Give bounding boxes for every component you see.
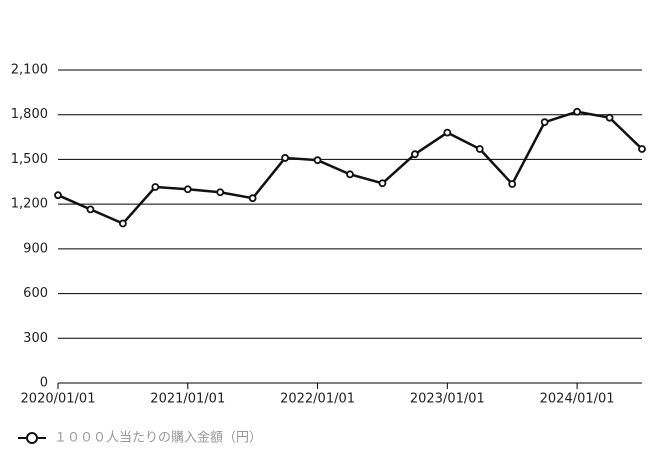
y-tick-label: 2,100 bbox=[11, 63, 48, 78]
data-point bbox=[378, 179, 387, 188]
legend-label: １０００人当たりの購入金額（円） bbox=[54, 430, 262, 446]
x-tick-label: 2024/01/01 bbox=[540, 392, 615, 407]
data-point bbox=[248, 194, 257, 203]
data-point bbox=[86, 205, 95, 214]
data-point bbox=[54, 191, 62, 200]
x-tick-label: 2021/01/01 bbox=[150, 392, 225, 407]
data-point bbox=[216, 188, 225, 197]
y-tick-label: 1,800 bbox=[11, 107, 48, 122]
data-point bbox=[540, 118, 549, 127]
data-point bbox=[475, 145, 484, 153]
data-point bbox=[443, 128, 452, 137]
data-point bbox=[346, 170, 354, 179]
y-tick-label: 0 bbox=[40, 376, 48, 391]
data-point bbox=[281, 154, 290, 162]
data-point bbox=[508, 180, 517, 188]
y-tick-label: 300 bbox=[23, 331, 48, 346]
series-line bbox=[57, 110, 643, 225]
x-tick-label: 2020/01/01 bbox=[21, 392, 96, 407]
data-point bbox=[118, 219, 127, 228]
x-tick-label: 2023/01/01 bbox=[410, 392, 485, 407]
data-point bbox=[638, 145, 646, 153]
y-tick-label: 1,200 bbox=[11, 197, 48, 212]
y-tick-label: 1,500 bbox=[11, 152, 48, 167]
y-tick-label: 900 bbox=[23, 241, 48, 256]
data-point bbox=[605, 113, 614, 122]
data-point bbox=[410, 150, 419, 159]
data-point bbox=[313, 156, 322, 165]
data-point bbox=[151, 183, 160, 191]
y-tick-label: 600 bbox=[23, 286, 48, 301]
legend-marker bbox=[26, 432, 38, 444]
x-tick-label: 2022/01/01 bbox=[280, 392, 355, 407]
data-point bbox=[183, 185, 192, 194]
data-point bbox=[573, 107, 582, 116]
